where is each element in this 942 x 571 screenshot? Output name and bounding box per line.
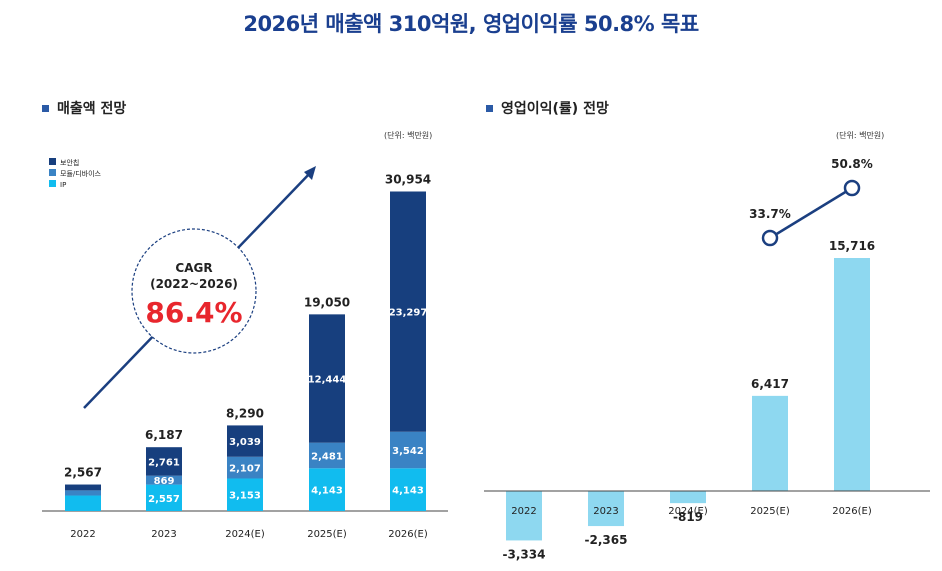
segment-value-label: 23,297 bbox=[389, 308, 428, 319]
page-title: 2026년 매출액 310억원, 영업이익률 50.8% 목표 bbox=[243, 12, 699, 36]
x-tick-label: 2024(E) bbox=[668, 506, 708, 517]
bullet-square-icon bbox=[42, 104, 49, 112]
bar-value-label: -3,334 bbox=[503, 547, 546, 561]
bar-segment-IP bbox=[146, 484, 182, 511]
bar-total-label: 30,954 bbox=[385, 172, 431, 186]
segment-value-label: 2,107 bbox=[229, 464, 261, 475]
cagr-value: 86.4% bbox=[145, 296, 242, 329]
operating-profit-bar bbox=[588, 491, 624, 527]
cagr-period: (2022~2026) bbox=[150, 277, 238, 291]
legend-swatch bbox=[49, 169, 56, 176]
x-tick-label: 2022 bbox=[511, 506, 536, 517]
bar-segment-모듈/디바이스 bbox=[390, 431, 426, 469]
segment-value-label: 3,039 bbox=[229, 437, 261, 448]
margin-point-marker bbox=[843, 179, 861, 197]
bar-total-label: 6,187 bbox=[145, 428, 183, 442]
cagr-title: CAGR bbox=[175, 261, 212, 275]
bar-value-label: 6,417 bbox=[751, 377, 789, 391]
bar-segment-모듈/디바이스 bbox=[309, 442, 345, 469]
bar-segment-IP bbox=[390, 468, 426, 511]
segment-value-label: 12,444 bbox=[308, 375, 347, 386]
bar-segment-보안칩 bbox=[390, 191, 426, 432]
revenue-stacked-bar-chart: 2,567 2022 2,557 869 2,761 6,187 2023 3,153 2,10… bbox=[42, 158, 448, 540]
segment-value-label: 3,153 bbox=[229, 491, 261, 502]
x-tick-label: 2023 bbox=[151, 529, 176, 540]
x-tick-label: 2022 bbox=[70, 529, 95, 540]
operating-profit-section-heading: 영업이익(률) 전망 bbox=[486, 98, 609, 118]
bar-total-label: 8,290 bbox=[226, 406, 264, 420]
segment-value-label: 3,542 bbox=[392, 446, 424, 457]
legend-label: IP bbox=[60, 181, 66, 189]
bar-segment-IP bbox=[309, 468, 345, 511]
bar-value-label: 15,716 bbox=[829, 239, 875, 253]
bar-total-label: 19,050 bbox=[304, 295, 350, 309]
segment-value-label: 2,761 bbox=[148, 457, 180, 468]
legend-label: 보안칩 bbox=[60, 158, 79, 167]
operating-profit-bar bbox=[670, 491, 706, 504]
margin-value-label: 50.8% bbox=[831, 157, 873, 171]
operating-profit-bar bbox=[506, 491, 542, 541]
operating-profit-bar bbox=[752, 395, 788, 491]
segment-value-label: 869 bbox=[154, 476, 175, 487]
x-tick-label: 2025(E) bbox=[307, 529, 347, 540]
x-tick-label: 2026(E) bbox=[832, 506, 872, 517]
bar-segment-IP bbox=[65, 495, 101, 511]
operating-profit-section-label: 영업이익(률) 전망 bbox=[501, 101, 609, 117]
bar-segment-보안칩 bbox=[227, 425, 263, 457]
revenue-section-label: 매출액 전망 bbox=[57, 101, 127, 117]
legend-label: 모듈/디바이스 bbox=[60, 169, 102, 178]
bar-segment-보안칩 bbox=[309, 314, 345, 443]
x-tick-label: 2024(E) bbox=[225, 529, 265, 540]
segment-value-label: 4,143 bbox=[311, 486, 343, 497]
revenue-unit-label: (단위: 백만원) bbox=[384, 131, 433, 140]
operating-profit-bar bbox=[834, 258, 870, 491]
bar-segment-IP bbox=[227, 478, 263, 511]
legend-swatch bbox=[49, 158, 56, 165]
bar-total-label: 2,567 bbox=[64, 466, 102, 480]
bullet-square-icon bbox=[486, 104, 493, 112]
bar-value-label: -2,365 bbox=[585, 533, 628, 547]
bar-segment-보안칩 bbox=[146, 447, 182, 476]
legend-swatch bbox=[49, 180, 56, 187]
segment-value-label: 2,557 bbox=[148, 494, 180, 505]
segment-value-label: 2,481 bbox=[311, 451, 343, 462]
x-tick-label: 2026(E) bbox=[388, 529, 428, 540]
x-tick-label: 2025(E) bbox=[750, 506, 790, 517]
growth-arrowhead-icon bbox=[304, 166, 316, 180]
bar-segment-보안칩 bbox=[65, 484, 101, 491]
margin-point-marker bbox=[761, 229, 779, 247]
revenue-section-heading: 매출액 전망 bbox=[42, 98, 126, 118]
bar-segment-모듈/디바이스 bbox=[65, 490, 101, 496]
operating-profit-unit-label: (단위: 백만원) bbox=[836, 131, 885, 140]
cagr-dashed-circle bbox=[131, 228, 257, 354]
bar-segment-모듈/디바이스 bbox=[146, 475, 182, 485]
margin-line bbox=[769, 186, 853, 240]
bar-segment-모듈/디바이스 bbox=[227, 456, 263, 479]
x-tick-label: 2023 bbox=[593, 506, 618, 517]
margin-value-label: 33.7% bbox=[749, 207, 791, 221]
segment-value-label: 4,143 bbox=[392, 486, 424, 497]
bar-value-label: -819 bbox=[673, 510, 703, 524]
